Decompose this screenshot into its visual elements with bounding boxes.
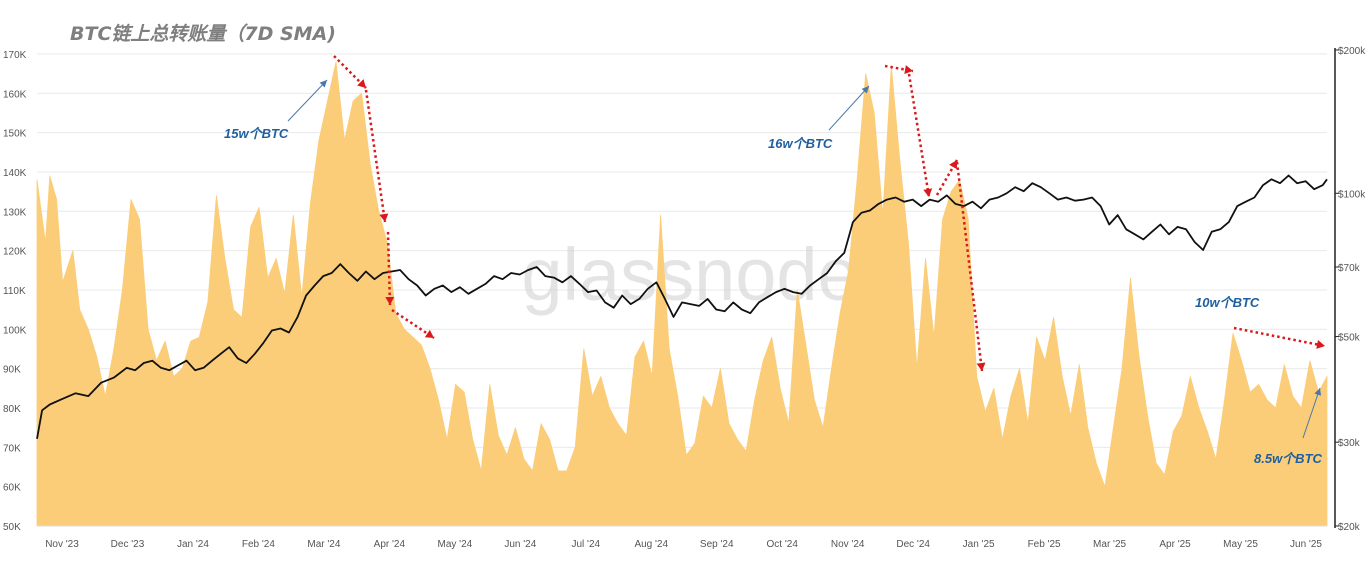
annotation-pointer-head <box>861 86 869 94</box>
trend-arrow-head <box>1316 340 1325 349</box>
y-left-tick-label: 130K <box>3 207 27 218</box>
trend-arrow-head <box>949 160 957 170</box>
trend-arrow-segment <box>907 73 931 198</box>
watermark: glassnode <box>521 233 858 316</box>
trend-arrow-segment <box>955 161 984 372</box>
volume-area-series <box>36 61 1328 527</box>
y-left-tick-label: 70K <box>3 443 21 454</box>
chart-title: BTC链上总转账量（7D SMA) <box>70 23 336 45</box>
x-tick-label: Aug '24 <box>634 539 668 550</box>
trend-arrow-segment <box>386 231 392 306</box>
y-left-tick-label: 160K <box>3 89 27 100</box>
price-line <box>36 174 1328 439</box>
x-tick-label: May '25 <box>1223 539 1258 550</box>
x-tick-label: May '24 <box>437 539 472 550</box>
trend-arrow-segment <box>333 55 367 89</box>
y-right-tick-label: $70k <box>1338 263 1361 274</box>
y-left-tick-label: 110K <box>3 286 26 297</box>
y-left-tick-label: 170K <box>3 50 27 61</box>
x-tick-label: Sep '24 <box>700 539 734 550</box>
y-right-tick-label: $50k <box>1338 333 1361 344</box>
trend-arrows <box>333 55 1326 372</box>
x-tick-label: Jan '24 <box>177 539 209 550</box>
volume-area <box>36 61 1328 527</box>
x-tick-label: Jan '25 <box>963 539 995 550</box>
annotation-pointer-head <box>319 80 327 88</box>
x-tick-label: Jun '25 <box>1290 539 1322 550</box>
x-tick-label: Nov '24 <box>831 539 865 550</box>
y-right-tick-label: $200k <box>1338 46 1366 57</box>
trend-arrow-segment <box>364 89 387 223</box>
price-line-series <box>36 174 1328 439</box>
x-tick-label: Oct '24 <box>767 539 799 550</box>
annotation-pointer-head <box>1314 388 1322 396</box>
x-tick-label: Jun '24 <box>504 539 536 550</box>
trend-arrow-head <box>923 188 933 197</box>
y-left-tick-label: 120K <box>3 247 27 258</box>
trend-arrow-head <box>379 213 389 222</box>
annotation-label: 15w个BTC <box>224 126 289 141</box>
annotation-label: 8.5w个BTC <box>1254 451 1323 466</box>
y-left-tick-label: 80K <box>3 404 21 415</box>
x-tick-label: Feb '25 <box>1028 539 1061 550</box>
x-tick-label: Jul '24 <box>571 539 600 550</box>
annotations: 15w个BTC 16w个BTC 10w个BTC 8.5w个BTC <box>224 79 1323 466</box>
trend-arrow-head <box>904 65 913 75</box>
annotation-label: 16w个BTC <box>768 136 833 151</box>
y-right-tick-label: $100k <box>1338 189 1366 200</box>
x-tick-label: Mar '24 <box>307 539 340 550</box>
y-right-tick-label: $20k <box>1338 522 1361 533</box>
y-right-tick-label: $30k <box>1338 438 1361 449</box>
annotation-pointer <box>1302 387 1321 439</box>
annotation-pointer <box>828 85 870 131</box>
y-left-tick-label: 50K <box>3 522 21 533</box>
x-tick-label: Feb '24 <box>242 539 275 550</box>
x-tick-label: Nov '23 <box>45 539 79 550</box>
trend-arrow-head <box>424 329 434 338</box>
annotation-label: 10w个BTC <box>1195 295 1260 310</box>
axes: 50K 60K 70K 80K 90K 100K 110K 120K 130K 140K 150K 1… <box>3 46 1366 550</box>
y-left-tick-label: 60K <box>3 483 21 494</box>
x-tick-label: Mar '25 <box>1093 539 1126 550</box>
trend-arrow-head <box>976 362 986 371</box>
x-tick-label: Dec '24 <box>896 539 930 550</box>
x-tick-label: Dec '23 <box>111 539 145 550</box>
y-left-tick-label: 150K <box>3 129 27 140</box>
x-tick-label: Apr '25 <box>1159 539 1191 550</box>
trend-arrow-segment <box>1233 326 1326 348</box>
annotation-pointer <box>287 79 328 122</box>
y-left-tick-label: 90K <box>3 365 21 376</box>
trend-arrow-head <box>385 296 395 305</box>
trend-arrow-head <box>357 79 366 88</box>
x-tick-label: Apr '24 <box>374 539 406 550</box>
y-left-tick-label: 100K <box>3 325 27 336</box>
y-left-tick-label: 140K <box>3 168 27 179</box>
